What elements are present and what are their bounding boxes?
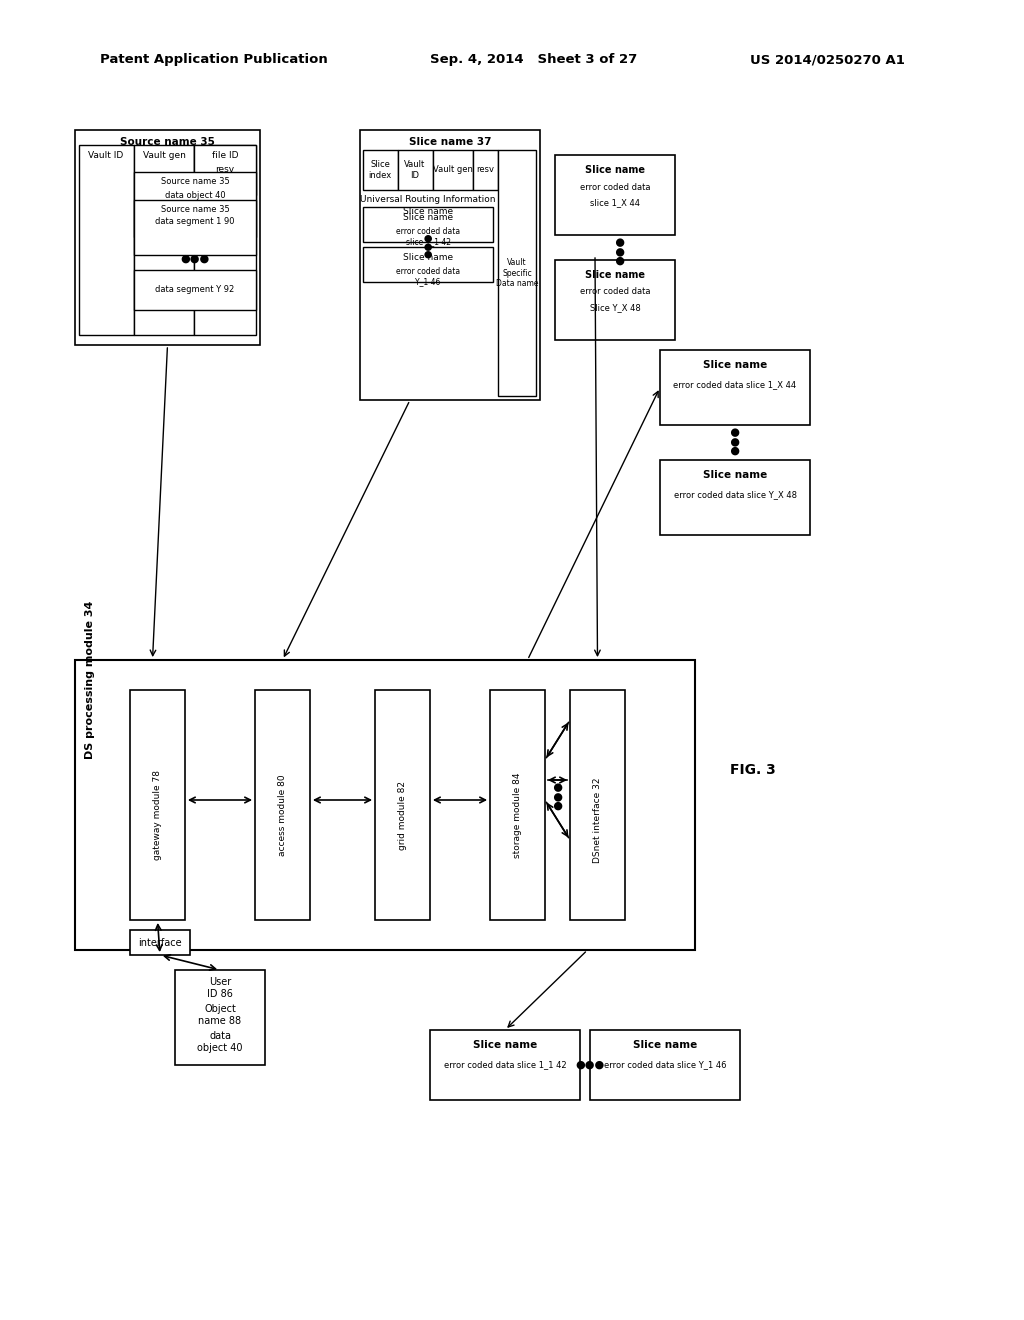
Text: Sep. 4, 2014   Sheet 3 of 27: Sep. 4, 2014 Sheet 3 of 27 <box>430 54 637 66</box>
Bar <box>255 690 310 920</box>
Text: Slice name: Slice name <box>585 165 645 176</box>
Bar <box>194 145 256 195</box>
Text: error coded data: error coded data <box>580 182 650 191</box>
Bar <box>130 931 190 954</box>
Text: gateway module 78: gateway module 78 <box>153 770 162 861</box>
Bar <box>375 690 430 920</box>
Text: Slice name: Slice name <box>585 271 645 280</box>
Text: Source name 35: Source name 35 <box>161 177 229 186</box>
Text: slice 1_X 44: slice 1_X 44 <box>590 198 640 207</box>
Bar <box>473 150 498 190</box>
Text: Vault
Specific
Data name: Vault Specific Data name <box>496 259 539 288</box>
Text: Y_1 46: Y_1 46 <box>416 277 440 286</box>
Text: Vault ID: Vault ID <box>88 150 124 160</box>
Text: Slice Y_X 48: Slice Y_X 48 <box>590 304 640 313</box>
Bar <box>134 145 194 335</box>
Bar <box>360 129 540 400</box>
Text: User
ID 86: User ID 86 <box>207 977 232 999</box>
Text: grid module 82: grid module 82 <box>398 780 407 850</box>
Text: Slice name: Slice name <box>402 213 453 222</box>
Bar <box>555 260 675 341</box>
Bar <box>134 201 256 255</box>
Text: interface: interface <box>138 937 182 948</box>
Bar <box>362 207 493 242</box>
Text: Slice
index: Slice index <box>369 160 391 180</box>
Text: data segment 1 90: data segment 1 90 <box>156 216 234 226</box>
Text: storage module 84: storage module 84 <box>513 772 522 858</box>
Text: ●●●: ●●● <box>423 232 433 257</box>
Text: Object
name 88: Object name 88 <box>199 1005 242 1026</box>
Text: error coded data slice Y_X 48: error coded data slice Y_X 48 <box>674 491 797 499</box>
Bar <box>194 145 256 335</box>
Text: US 2014/0250270 A1: US 2014/0250270 A1 <box>750 54 905 66</box>
Bar <box>175 970 265 1065</box>
Text: ●●●: ●●● <box>615 235 625 264</box>
Text: ●●●: ●●● <box>730 425 740 454</box>
Text: file ID: file ID <box>212 150 239 160</box>
Text: Source name 35: Source name 35 <box>161 205 229 214</box>
Text: Universal Routing Information: Universal Routing Information <box>360 195 496 205</box>
Bar <box>130 690 185 920</box>
Text: DSnet interface 32: DSnet interface 32 <box>593 777 602 863</box>
Bar <box>555 154 675 235</box>
Text: Vault
ID: Vault ID <box>404 160 426 180</box>
Bar <box>490 690 545 920</box>
Bar <box>660 350 810 425</box>
Bar <box>362 247 493 282</box>
Text: resv: resv <box>215 165 234 174</box>
Bar <box>433 150 473 190</box>
Text: slice 1_1 42: slice 1_1 42 <box>406 238 451 247</box>
Text: access module 80: access module 80 <box>278 775 287 855</box>
Text: error coded data slice 1_1 42: error coded data slice 1_1 42 <box>443 1060 566 1069</box>
Text: data segment Y 92: data segment Y 92 <box>156 285 234 294</box>
Bar <box>430 1030 580 1100</box>
Bar <box>398 150 433 190</box>
Bar <box>75 660 695 950</box>
Bar <box>134 172 256 238</box>
Bar <box>590 1030 740 1100</box>
Bar <box>570 690 625 920</box>
Text: error coded data slice 1_X 44: error coded data slice 1_X 44 <box>674 380 797 389</box>
Bar <box>134 271 256 310</box>
Text: error coded data: error coded data <box>396 227 460 236</box>
Text: Slice name: Slice name <box>473 1040 538 1049</box>
Text: resv: resv <box>476 165 494 174</box>
Text: data
object 40: data object 40 <box>198 1031 243 1053</box>
Text: ●●●: ●●● <box>575 1060 604 1071</box>
Text: error coded data: error coded data <box>396 268 460 276</box>
Text: Vault gen: Vault gen <box>433 165 473 174</box>
Text: error coded data: error coded data <box>580 288 650 297</box>
Bar <box>660 459 810 535</box>
Text: Vault gen: Vault gen <box>142 150 185 160</box>
Bar <box>79 145 134 335</box>
Bar <box>362 150 398 190</box>
Text: error coded data slice Y_1 46: error coded data slice Y_1 46 <box>604 1060 726 1069</box>
Text: ●●●: ●●● <box>553 780 563 809</box>
Bar <box>498 150 536 396</box>
Text: data object 40: data object 40 <box>165 190 225 199</box>
Text: Patent Application Publication: Patent Application Publication <box>100 54 328 66</box>
Text: Slice name 37: Slice name 37 <box>409 137 492 147</box>
Text: Slice name: Slice name <box>702 470 767 480</box>
Text: ●●●: ●●● <box>180 253 210 264</box>
Text: Slice name: Slice name <box>402 207 453 216</box>
Text: FIG. 3: FIG. 3 <box>730 763 776 777</box>
Text: Source name 35: Source name 35 <box>120 137 215 147</box>
Text: Slice name: Slice name <box>402 252 453 261</box>
Text: DS processing module 34: DS processing module 34 <box>85 601 95 759</box>
Bar <box>75 129 260 345</box>
Text: Slice name: Slice name <box>633 1040 697 1049</box>
Text: Slice name: Slice name <box>702 360 767 370</box>
